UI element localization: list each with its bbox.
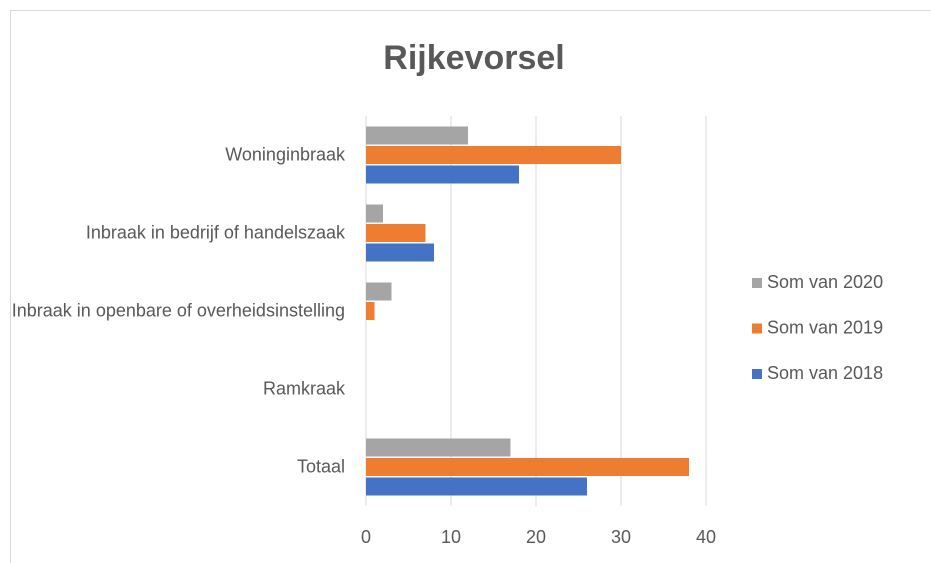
bar bbox=[366, 438, 511, 457]
bar bbox=[366, 282, 392, 301]
bar bbox=[366, 302, 375, 320]
bar bbox=[366, 477, 587, 496]
legend-label: Som van 2020 bbox=[767, 272, 883, 292]
y-tick-label: Woninginbraak bbox=[225, 144, 345, 165]
y-tick-label: Totaal bbox=[296, 456, 345, 477]
legend-label: Som van 2019 bbox=[767, 317, 883, 337]
bar bbox=[366, 204, 383, 223]
y-tick-label: Ramkraak bbox=[262, 378, 345, 399]
bar bbox=[366, 243, 434, 262]
legend-swatch bbox=[752, 323, 762, 334]
x-tick-label: 40 bbox=[696, 527, 716, 547]
y-tick-label: Inbraak in openbare of overheidsinstelli… bbox=[11, 300, 345, 321]
bar bbox=[366, 165, 519, 184]
bar bbox=[366, 126, 468, 145]
legend-swatch bbox=[752, 278, 762, 288]
legend-label: Som van 2018 bbox=[767, 363, 883, 383]
x-tick-label: 10 bbox=[441, 527, 461, 547]
bar bbox=[366, 458, 689, 476]
x-tick-label: 20 bbox=[526, 527, 546, 547]
chart-title: Rijkevorsel bbox=[383, 39, 564, 77]
y-tick-label: Inbraak in bedrijf of handelszaak bbox=[85, 222, 345, 243]
legend-swatch bbox=[752, 369, 762, 379]
bar bbox=[366, 146, 621, 164]
x-tick-label: 30 bbox=[611, 527, 631, 547]
bar bbox=[366, 224, 426, 242]
x-tick-label: 0 bbox=[361, 527, 371, 547]
